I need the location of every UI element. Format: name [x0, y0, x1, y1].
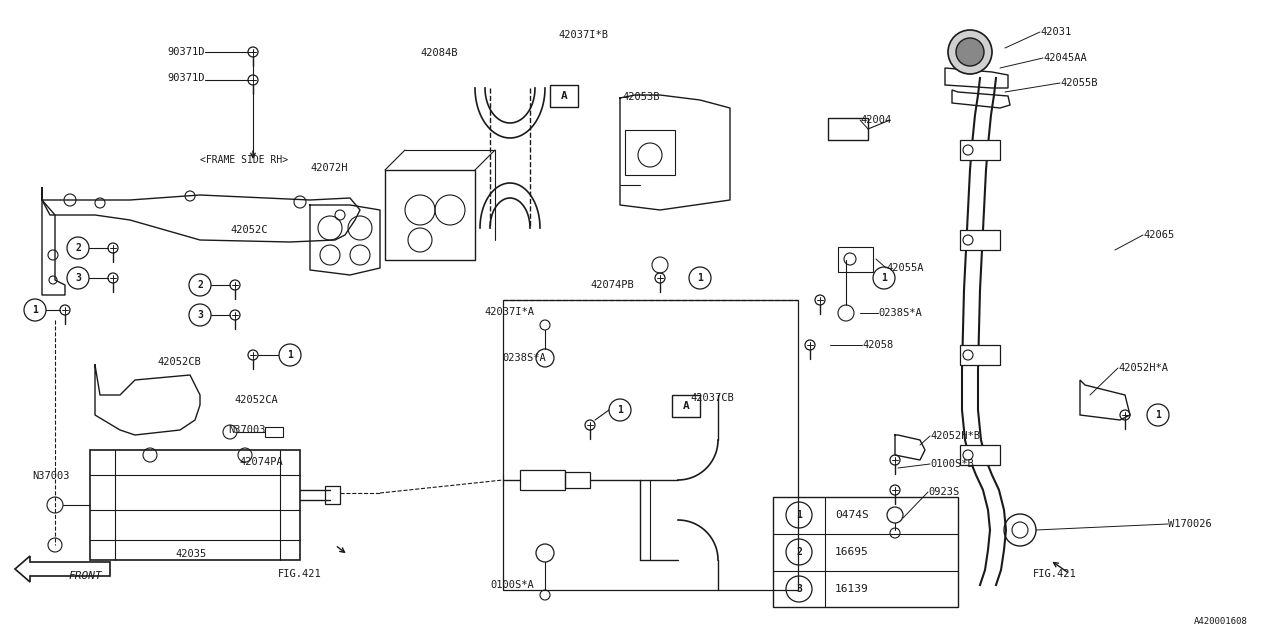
Bar	[672, 395, 700, 417]
Text: 42065: 42065	[1143, 230, 1174, 240]
Text: FIG.421: FIG.421	[1033, 569, 1076, 579]
Bar	[838, 247, 873, 272]
Text: 1: 1	[881, 273, 887, 283]
Bar	[828, 118, 868, 140]
Text: 16139: 16139	[835, 584, 869, 594]
Bar	[960, 345, 1000, 365]
Text: 42074PB: 42074PB	[590, 280, 634, 290]
Text: 1: 1	[1155, 410, 1161, 420]
Text: 42035: 42035	[175, 549, 206, 559]
Text: 0238S*A: 0238S*A	[502, 353, 545, 363]
Text: 90371D: 90371D	[168, 47, 205, 57]
Text: 42037CB: 42037CB	[690, 393, 733, 403]
Polygon shape	[945, 68, 1009, 88]
Text: 0100S*A: 0100S*A	[490, 580, 534, 590]
Text: 16695: 16695	[835, 547, 869, 557]
Text: 3: 3	[796, 584, 803, 594]
Text: 42074PA: 42074PA	[239, 457, 283, 467]
Text: 42052C: 42052C	[230, 225, 268, 235]
Bar	[773, 497, 957, 607]
Text: 1: 1	[796, 510, 803, 520]
Text: 42004: 42004	[860, 115, 891, 125]
Text: A: A	[682, 401, 690, 411]
Bar	[520, 470, 564, 490]
Polygon shape	[952, 90, 1010, 108]
Polygon shape	[15, 556, 110, 582]
Text: 0100S*B: 0100S*B	[931, 459, 974, 469]
Bar	[960, 140, 1000, 160]
Text: 42045AA: 42045AA	[1043, 53, 1087, 63]
Text: 42052H*A: 42052H*A	[1117, 363, 1169, 373]
Text: 3: 3	[76, 273, 81, 283]
Text: 1: 1	[617, 405, 623, 415]
Text: 42058: 42058	[861, 340, 893, 350]
Bar	[90, 450, 300, 560]
Bar	[564, 472, 590, 488]
Text: 1: 1	[32, 305, 38, 315]
Circle shape	[948, 30, 992, 74]
Text: 42084B: 42084B	[420, 48, 457, 58]
Text: N37003: N37003	[32, 471, 69, 481]
Text: 1: 1	[287, 350, 293, 360]
Bar	[625, 130, 675, 175]
Text: 2: 2	[197, 280, 204, 290]
Text: <FRAME SIDE RH>: <FRAME SIDE RH>	[200, 155, 288, 165]
Text: 42052CA: 42052CA	[234, 395, 278, 405]
Bar	[503, 300, 797, 590]
Text: 42052H*B: 42052H*B	[931, 431, 980, 441]
Text: FRONT: FRONT	[68, 571, 101, 581]
Text: 3: 3	[197, 310, 204, 320]
Text: A420001608: A420001608	[1194, 618, 1248, 627]
Text: 42037I*A: 42037I*A	[484, 307, 534, 317]
Bar	[265, 427, 283, 437]
Text: 42052CB: 42052CB	[157, 357, 201, 367]
Bar	[325, 486, 340, 504]
Bar	[550, 85, 579, 107]
Text: W170026: W170026	[1169, 519, 1212, 529]
Text: 42031: 42031	[1039, 27, 1071, 37]
Text: 42055B: 42055B	[1060, 78, 1097, 88]
Text: 0923S: 0923S	[928, 487, 959, 497]
Bar	[960, 445, 1000, 465]
Text: A: A	[561, 91, 567, 101]
Text: 42037I*B: 42037I*B	[558, 30, 608, 40]
Bar	[960, 230, 1000, 250]
Text: 90371D: 90371D	[168, 73, 205, 83]
Text: 0238S*A: 0238S*A	[878, 308, 922, 318]
Text: N37003: N37003	[228, 425, 265, 435]
Bar	[385, 170, 475, 260]
Polygon shape	[1080, 380, 1130, 420]
Text: 2: 2	[796, 547, 803, 557]
Text: FIG.421: FIG.421	[278, 569, 321, 579]
Circle shape	[956, 38, 984, 66]
Text: 42055A: 42055A	[886, 263, 923, 273]
Text: 1: 1	[698, 273, 703, 283]
Text: 2: 2	[76, 243, 81, 253]
Text: 0474S: 0474S	[835, 510, 869, 520]
Text: 42053B: 42053B	[622, 92, 659, 102]
Text: 42072H: 42072H	[310, 163, 347, 173]
